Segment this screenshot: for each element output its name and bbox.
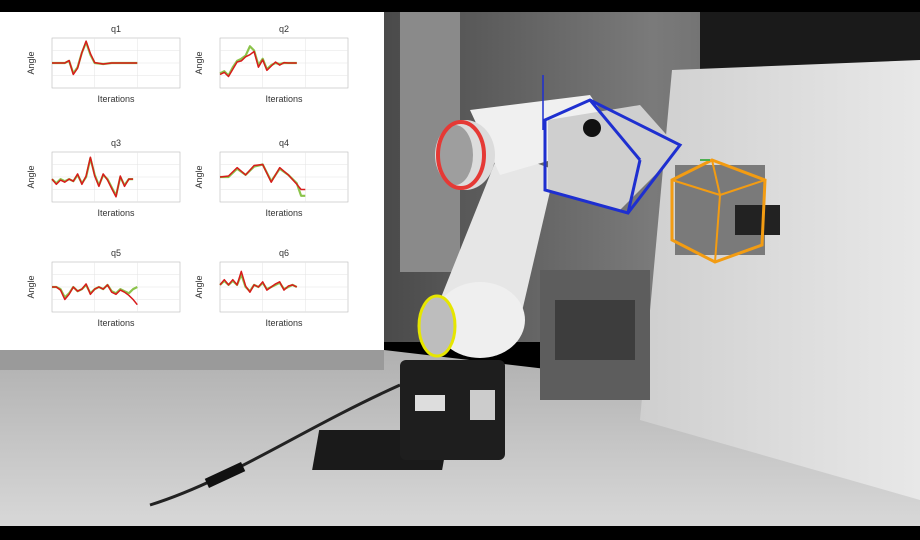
chart-q6: q6 Iterations Angle — [194, 248, 349, 328]
chart-title: q2 — [279, 24, 289, 34]
y-axis-label: Angle — [26, 165, 36, 188]
x-axis-label: Iterations — [265, 94, 303, 104]
tracking-ring-red — [436, 120, 486, 190]
bottom-letterbox — [0, 526, 920, 540]
joint-angle-plots-panel: q1 Iterations Angle q2 Iterations Angle q3 Iter… — [0, 12, 384, 350]
arm-lower-link — [440, 150, 555, 320]
tracking-box-orange-edge-3 — [714, 194, 721, 263]
y-axis-label: Angle — [26, 51, 36, 74]
chart-title: q4 — [279, 138, 289, 148]
top-letterbox — [0, 0, 920, 12]
actual-line — [219, 270, 298, 293]
actual-line — [52, 283, 138, 306]
arm-shoulder-joint — [435, 282, 525, 358]
joint-angle-charts: q1 Iterations Angle q2 Iterations Angle q3 Iter… — [26, 24, 349, 328]
actual-line — [51, 156, 134, 198]
actual-line — [52, 40, 138, 76]
chart-q1: q1 Iterations Angle — [26, 24, 181, 104]
arm-elbow-cap — [437, 125, 473, 185]
floor-shadow — [0, 350, 384, 370]
y-axis-label: Angle — [26, 275, 36, 298]
actual-line — [219, 163, 306, 191]
gripper-detail — [735, 205, 780, 235]
tracking-box-blue — [543, 98, 683, 215]
y-axis-label: Angle — [194, 51, 204, 74]
tracking-box-orange-edge-4 — [719, 179, 766, 196]
chart-title: q5 — [111, 248, 121, 258]
cable — [149, 383, 401, 507]
base-label — [415, 395, 445, 411]
chart-title: q3 — [111, 138, 121, 148]
wrist-knob — [583, 119, 601, 137]
x-axis-label: Iterations — [97, 94, 135, 104]
x-axis-label: Iterations — [265, 318, 303, 328]
robot-base — [400, 360, 505, 460]
tracking-box-orange-edge — [711, 159, 721, 196]
x-axis-label: Iterations — [97, 318, 135, 328]
x-axis-label: Iterations — [97, 208, 135, 218]
y-axis-label: Angle — [194, 165, 204, 188]
cable-plug — [204, 462, 246, 488]
actual-line — [219, 50, 297, 78]
equipment-detail — [555, 300, 635, 360]
chart-title: q1 — [111, 24, 121, 34]
base-label-2 — [470, 390, 495, 420]
chart-q3: q3 Iterations Angle — [26, 138, 181, 218]
arm-shoulder-cap — [420, 296, 456, 356]
tracking-box-blue-edge — [588, 99, 642, 161]
chart-q2: q2 Iterations Angle — [194, 24, 349, 104]
x-axis-label: Iterations — [265, 208, 303, 218]
chart-title: q6 — [279, 248, 289, 258]
y-axis-label: Angle — [194, 275, 204, 298]
chart-q4: q4 Iterations Angle — [194, 138, 349, 218]
chart-q5: q5 Iterations Angle — [26, 248, 181, 328]
wrist-block — [548, 105, 680, 210]
tracking-box-blue-edge-2 — [626, 159, 642, 214]
tracking-box-orange-edge-2 — [671, 179, 721, 196]
tracking-ring-yellow — [417, 294, 457, 358]
